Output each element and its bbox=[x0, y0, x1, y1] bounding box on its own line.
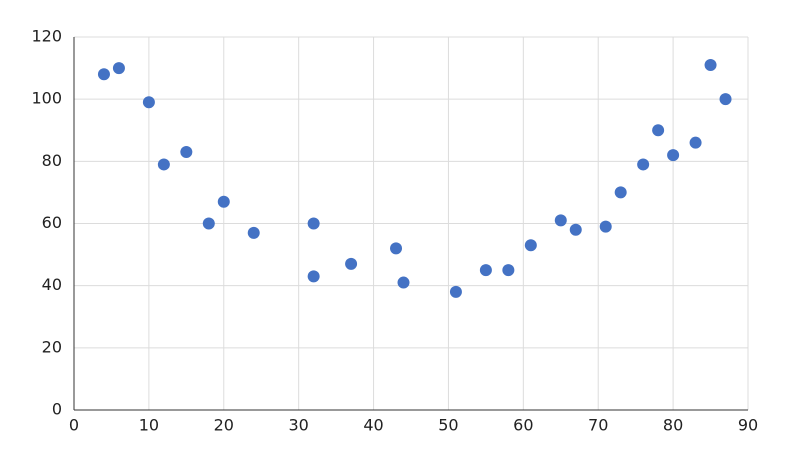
point bbox=[157, 158, 170, 171]
x-tick-label: 40 bbox=[363, 416, 383, 435]
point bbox=[704, 58, 717, 71]
y-tick-label: 100 bbox=[31, 89, 62, 108]
point bbox=[112, 62, 125, 75]
point bbox=[180, 146, 193, 159]
point bbox=[449, 285, 462, 298]
point bbox=[719, 93, 732, 106]
point bbox=[524, 239, 537, 252]
point bbox=[307, 270, 320, 283]
y-tick-label: 80 bbox=[42, 151, 62, 170]
point bbox=[652, 124, 665, 137]
point bbox=[390, 242, 403, 255]
point bbox=[637, 158, 650, 171]
point bbox=[142, 96, 155, 109]
y-tick-label: 120 bbox=[31, 27, 62, 46]
x-tick-label: 30 bbox=[288, 416, 308, 435]
x-tick-label: 80 bbox=[663, 416, 683, 435]
point bbox=[345, 257, 358, 270]
x-tick-label: 70 bbox=[588, 416, 608, 435]
point bbox=[247, 226, 260, 239]
x-tick-label: 20 bbox=[214, 416, 234, 435]
point bbox=[202, 217, 215, 230]
point bbox=[217, 195, 230, 208]
point bbox=[97, 68, 110, 81]
point bbox=[502, 264, 515, 277]
y-tick-label: 20 bbox=[42, 337, 62, 356]
point bbox=[667, 149, 680, 162]
point bbox=[599, 220, 612, 233]
x-tick-label: 0 bbox=[69, 416, 79, 435]
x-tick-label: 50 bbox=[438, 416, 458, 435]
x-tick-label: 90 bbox=[738, 416, 758, 435]
point bbox=[569, 223, 582, 236]
y-tick-label: 40 bbox=[42, 275, 62, 294]
x-tick-label: 60 bbox=[513, 416, 533, 435]
point bbox=[614, 186, 627, 199]
y-tick-label: 0 bbox=[52, 400, 62, 419]
x-tick-label: 10 bbox=[139, 416, 159, 435]
point bbox=[554, 214, 567, 227]
point bbox=[689, 136, 702, 149]
y-tick-label: 60 bbox=[42, 213, 62, 232]
point bbox=[307, 217, 320, 230]
point bbox=[479, 264, 492, 277]
point bbox=[397, 276, 410, 289]
